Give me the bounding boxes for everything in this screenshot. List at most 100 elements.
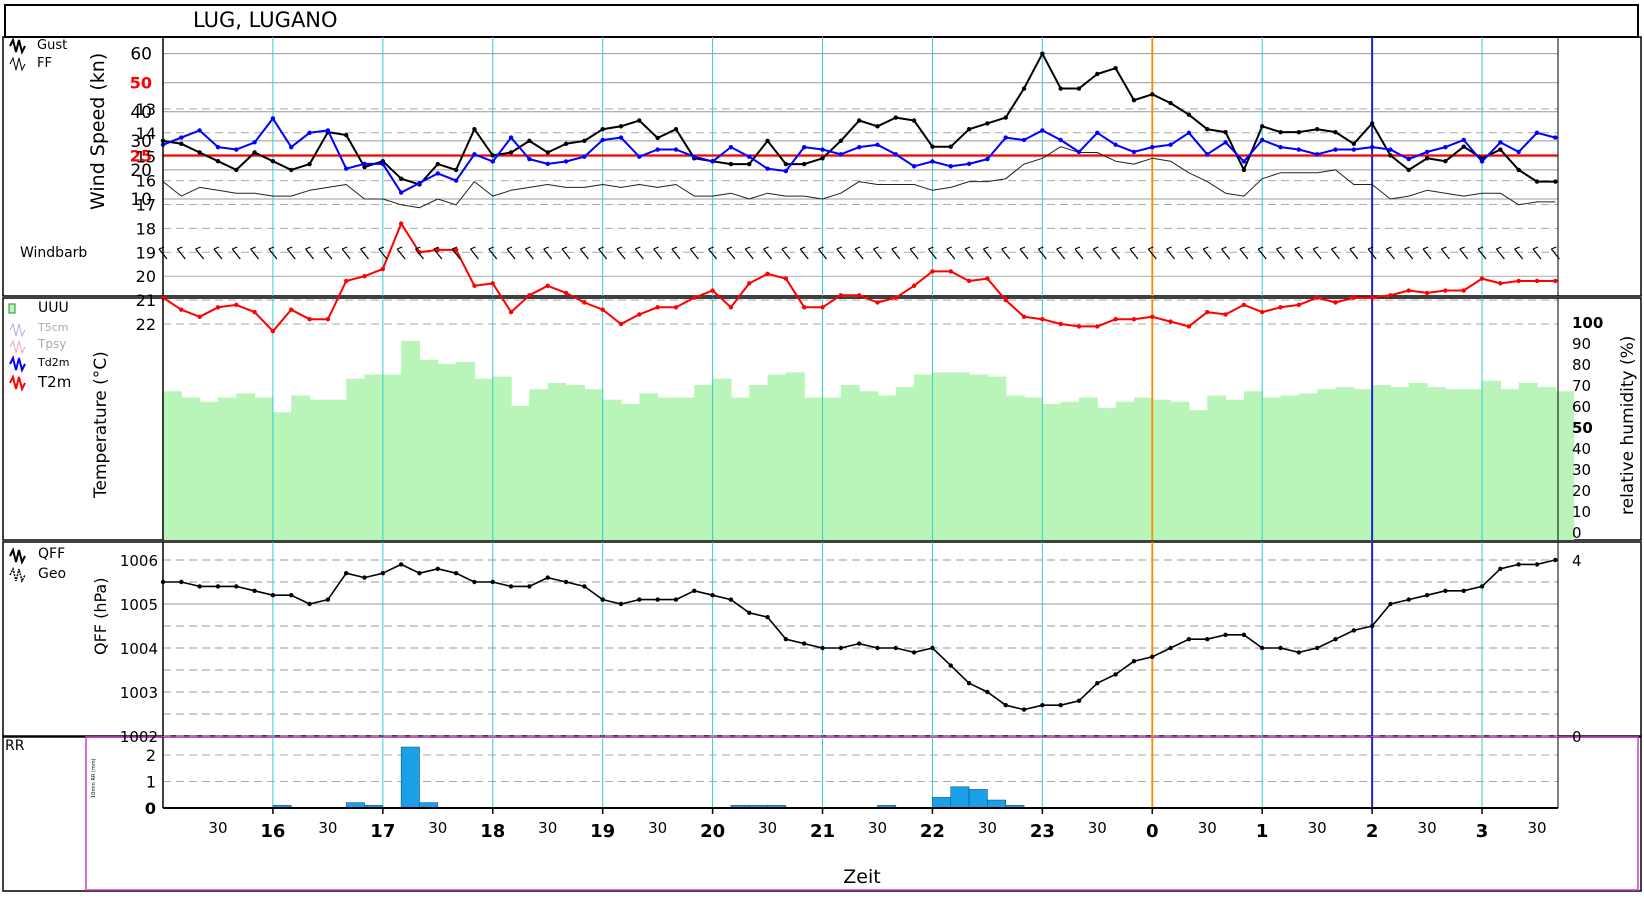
td2m-point [1113, 142, 1118, 147]
humidity-bar [1518, 382, 1538, 540]
qff-point [673, 597, 679, 602]
humidity-bar [254, 397, 274, 540]
wind-barb-flag [616, 246, 623, 250]
wind-barb-staff [653, 248, 663, 260]
wind-barb-flag [561, 246, 568, 250]
gust-point [1296, 129, 1302, 135]
wind-barb [488, 246, 498, 260]
humidity-ytick: 70 [1572, 377, 1591, 395]
td2m-point [289, 144, 294, 150]
gust-point [289, 167, 294, 173]
td2m-point [600, 137, 605, 143]
wind-barb [1532, 246, 1542, 260]
humidity-bar [822, 397, 842, 540]
wind-barb [1404, 246, 1414, 260]
td2m-point [893, 152, 898, 157]
td2m-point [527, 156, 532, 162]
t2m-point [1461, 288, 1466, 293]
humidity-bar [1115, 401, 1135, 540]
wind-ytick: 40 [130, 103, 152, 123]
humidity-bar [785, 372, 805, 540]
geo-ytick: 4 [1572, 552, 1582, 570]
x-tick-hour: 20 [700, 821, 725, 842]
x-tick-half: 30 [758, 819, 777, 837]
wind-barb-staff [1367, 248, 1377, 260]
t2m-point [893, 295, 898, 300]
wind-barb-flag [1239, 246, 1246, 250]
qff-point [215, 584, 221, 589]
humidity-ytick: 40 [1572, 440, 1591, 458]
ff-line [162, 146, 1556, 209]
wind-ytick: 60 [130, 45, 152, 65]
wind-barb-flag [946, 246, 952, 250]
td2m-point [1058, 137, 1063, 143]
wind-barb-staff [1495, 248, 1505, 260]
temp-ytick: 14 [136, 124, 156, 143]
wind-barb [176, 246, 186, 260]
td2m-point [1278, 144, 1283, 150]
humidity-bar [382, 374, 402, 540]
humidity-bar [1482, 380, 1501, 540]
qff-point [252, 588, 257, 593]
qff-point [527, 584, 532, 589]
wind-barb-staff [1385, 248, 1395, 260]
x-tick-half: 30 [1198, 819, 1217, 837]
wind-barb [543, 246, 553, 260]
gust-point [802, 161, 807, 167]
t2m-point [1241, 302, 1247, 308]
wind-barb-staff [1184, 248, 1194, 260]
legend-t5cm: T5cm [37, 321, 68, 334]
humidity-bar [730, 397, 750, 540]
humidity-bar [1408, 382, 1428, 540]
td2m-point [545, 161, 550, 167]
gust-point [1388, 153, 1393, 158]
wind-barb-flag [818, 246, 824, 250]
t2m-point [1314, 295, 1320, 300]
gust-point [1461, 144, 1466, 149]
wind-barb-staff [543, 248, 553, 260]
td2m-point [856, 144, 862, 150]
humidity-bar [419, 359, 439, 540]
t2m-point [1369, 295, 1375, 300]
t2m-point [472, 283, 477, 288]
wind-barb-staff [506, 248, 516, 260]
gust-legend-icon [9, 37, 26, 55]
t2m-point [1406, 288, 1411, 293]
legend-qff: QFF [38, 546, 65, 562]
qff-point [197, 584, 202, 589]
gust-point [1021, 86, 1027, 91]
wind-barb [231, 246, 241, 260]
wind-barb-flag [1257, 246, 1264, 250]
wind-barb-flag [1074, 246, 1081, 250]
wind-barb [1495, 246, 1505, 260]
td2m-point [472, 152, 477, 157]
wind-barb [524, 246, 534, 260]
wind-barb-staff [964, 248, 974, 260]
td2m-point [1241, 159, 1247, 164]
qff-point [985, 689, 990, 695]
wind-barb [836, 246, 846, 260]
wind-barb-flag [543, 246, 549, 250]
legend-uuu: UUU [38, 300, 69, 316]
x-tick-hour: 1 [1256, 821, 1269, 842]
qff-point [600, 597, 605, 602]
wind-barb [433, 246, 443, 260]
gust-point [344, 132, 349, 138]
td2m-point [930, 159, 935, 164]
gust-point [1406, 167, 1411, 173]
wind-barb [323, 246, 333, 260]
wind-barb-flag [708, 246, 714, 250]
t2m-point [985, 276, 990, 281]
t2m-point [1076, 324, 1082, 329]
wind-barb-staff [1074, 248, 1084, 260]
wind-barb-staff [469, 248, 479, 260]
t2m-point [289, 307, 294, 312]
wind-barb-flag [250, 246, 256, 250]
wind-barb-flag [451, 246, 458, 250]
rr-inner-frame [85, 736, 1639, 891]
gust-point [1260, 124, 1265, 129]
humidity-bar [895, 387, 915, 540]
pressure-ytick: 1006 [120, 552, 158, 570]
wind-barb-flag [781, 246, 788, 250]
wind-barb-flag [287, 246, 293, 250]
